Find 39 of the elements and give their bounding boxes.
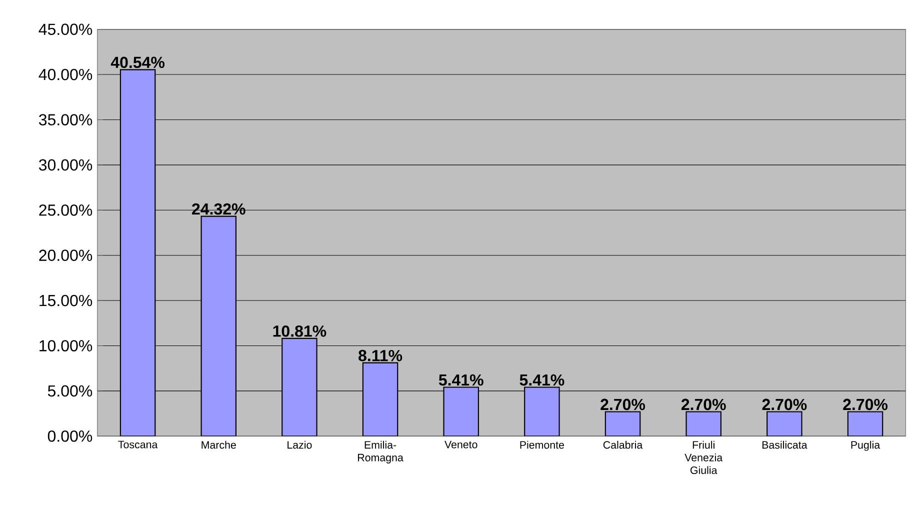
data-label: 2.70% [843, 399, 888, 410]
bar [686, 411, 722, 436]
bar [524, 386, 560, 436]
y-tick-label: 40.00% [38, 69, 92, 80]
data-label: 8.11% [358, 350, 402, 362]
y-tick-label: 5.00% [48, 386, 92, 397]
x-tick-label: Emilia-Romagna [358, 441, 404, 464]
y-tick-label: 35.00% [38, 114, 92, 126]
bar [604, 411, 641, 436]
bar [200, 216, 236, 436]
x-tick-label: Toscana [118, 441, 158, 449]
x-tick-label: Calabria [603, 441, 643, 449]
y-tick-label: 0.00% [48, 430, 92, 442]
data-label: 2.70% [681, 399, 726, 410]
y-tick-label: 10.00% [40, 340, 92, 352]
bar [362, 362, 398, 436]
y-tick-label: 20.00% [39, 250, 92, 262]
data-label: 5.41% [520, 374, 564, 386]
bar [847, 411, 884, 436]
x-tick-label: Puglia [851, 441, 880, 452]
bar [443, 386, 479, 436]
x-tick-label: Marche [202, 441, 236, 449]
x-tick-label: Friuli Venezia Giulia [684, 441, 723, 474]
bar [766, 411, 802, 436]
bar [120, 69, 156, 436]
y-tick-label: 25.00% [39, 204, 92, 216]
y-tick-label: 30.00% [38, 160, 92, 171]
data-label: 2.70% [762, 399, 807, 410]
data-label: 2.70% [600, 399, 646, 410]
bar [282, 338, 318, 436]
x-tick-label: Lazio [288, 441, 312, 449]
y-tick-label: 15.00% [40, 295, 92, 306]
data-label: 10.81% [273, 326, 326, 338]
x-tick-label: Piemonte [520, 441, 564, 449]
x-tick-label: Basilicata [762, 441, 808, 449]
x-tick-label: Veneto [444, 441, 478, 449]
y-tick-label: 45.00% [38, 24, 92, 36]
data-label: 5.41% [438, 374, 484, 386]
data-label: 40.54% [110, 56, 164, 68]
